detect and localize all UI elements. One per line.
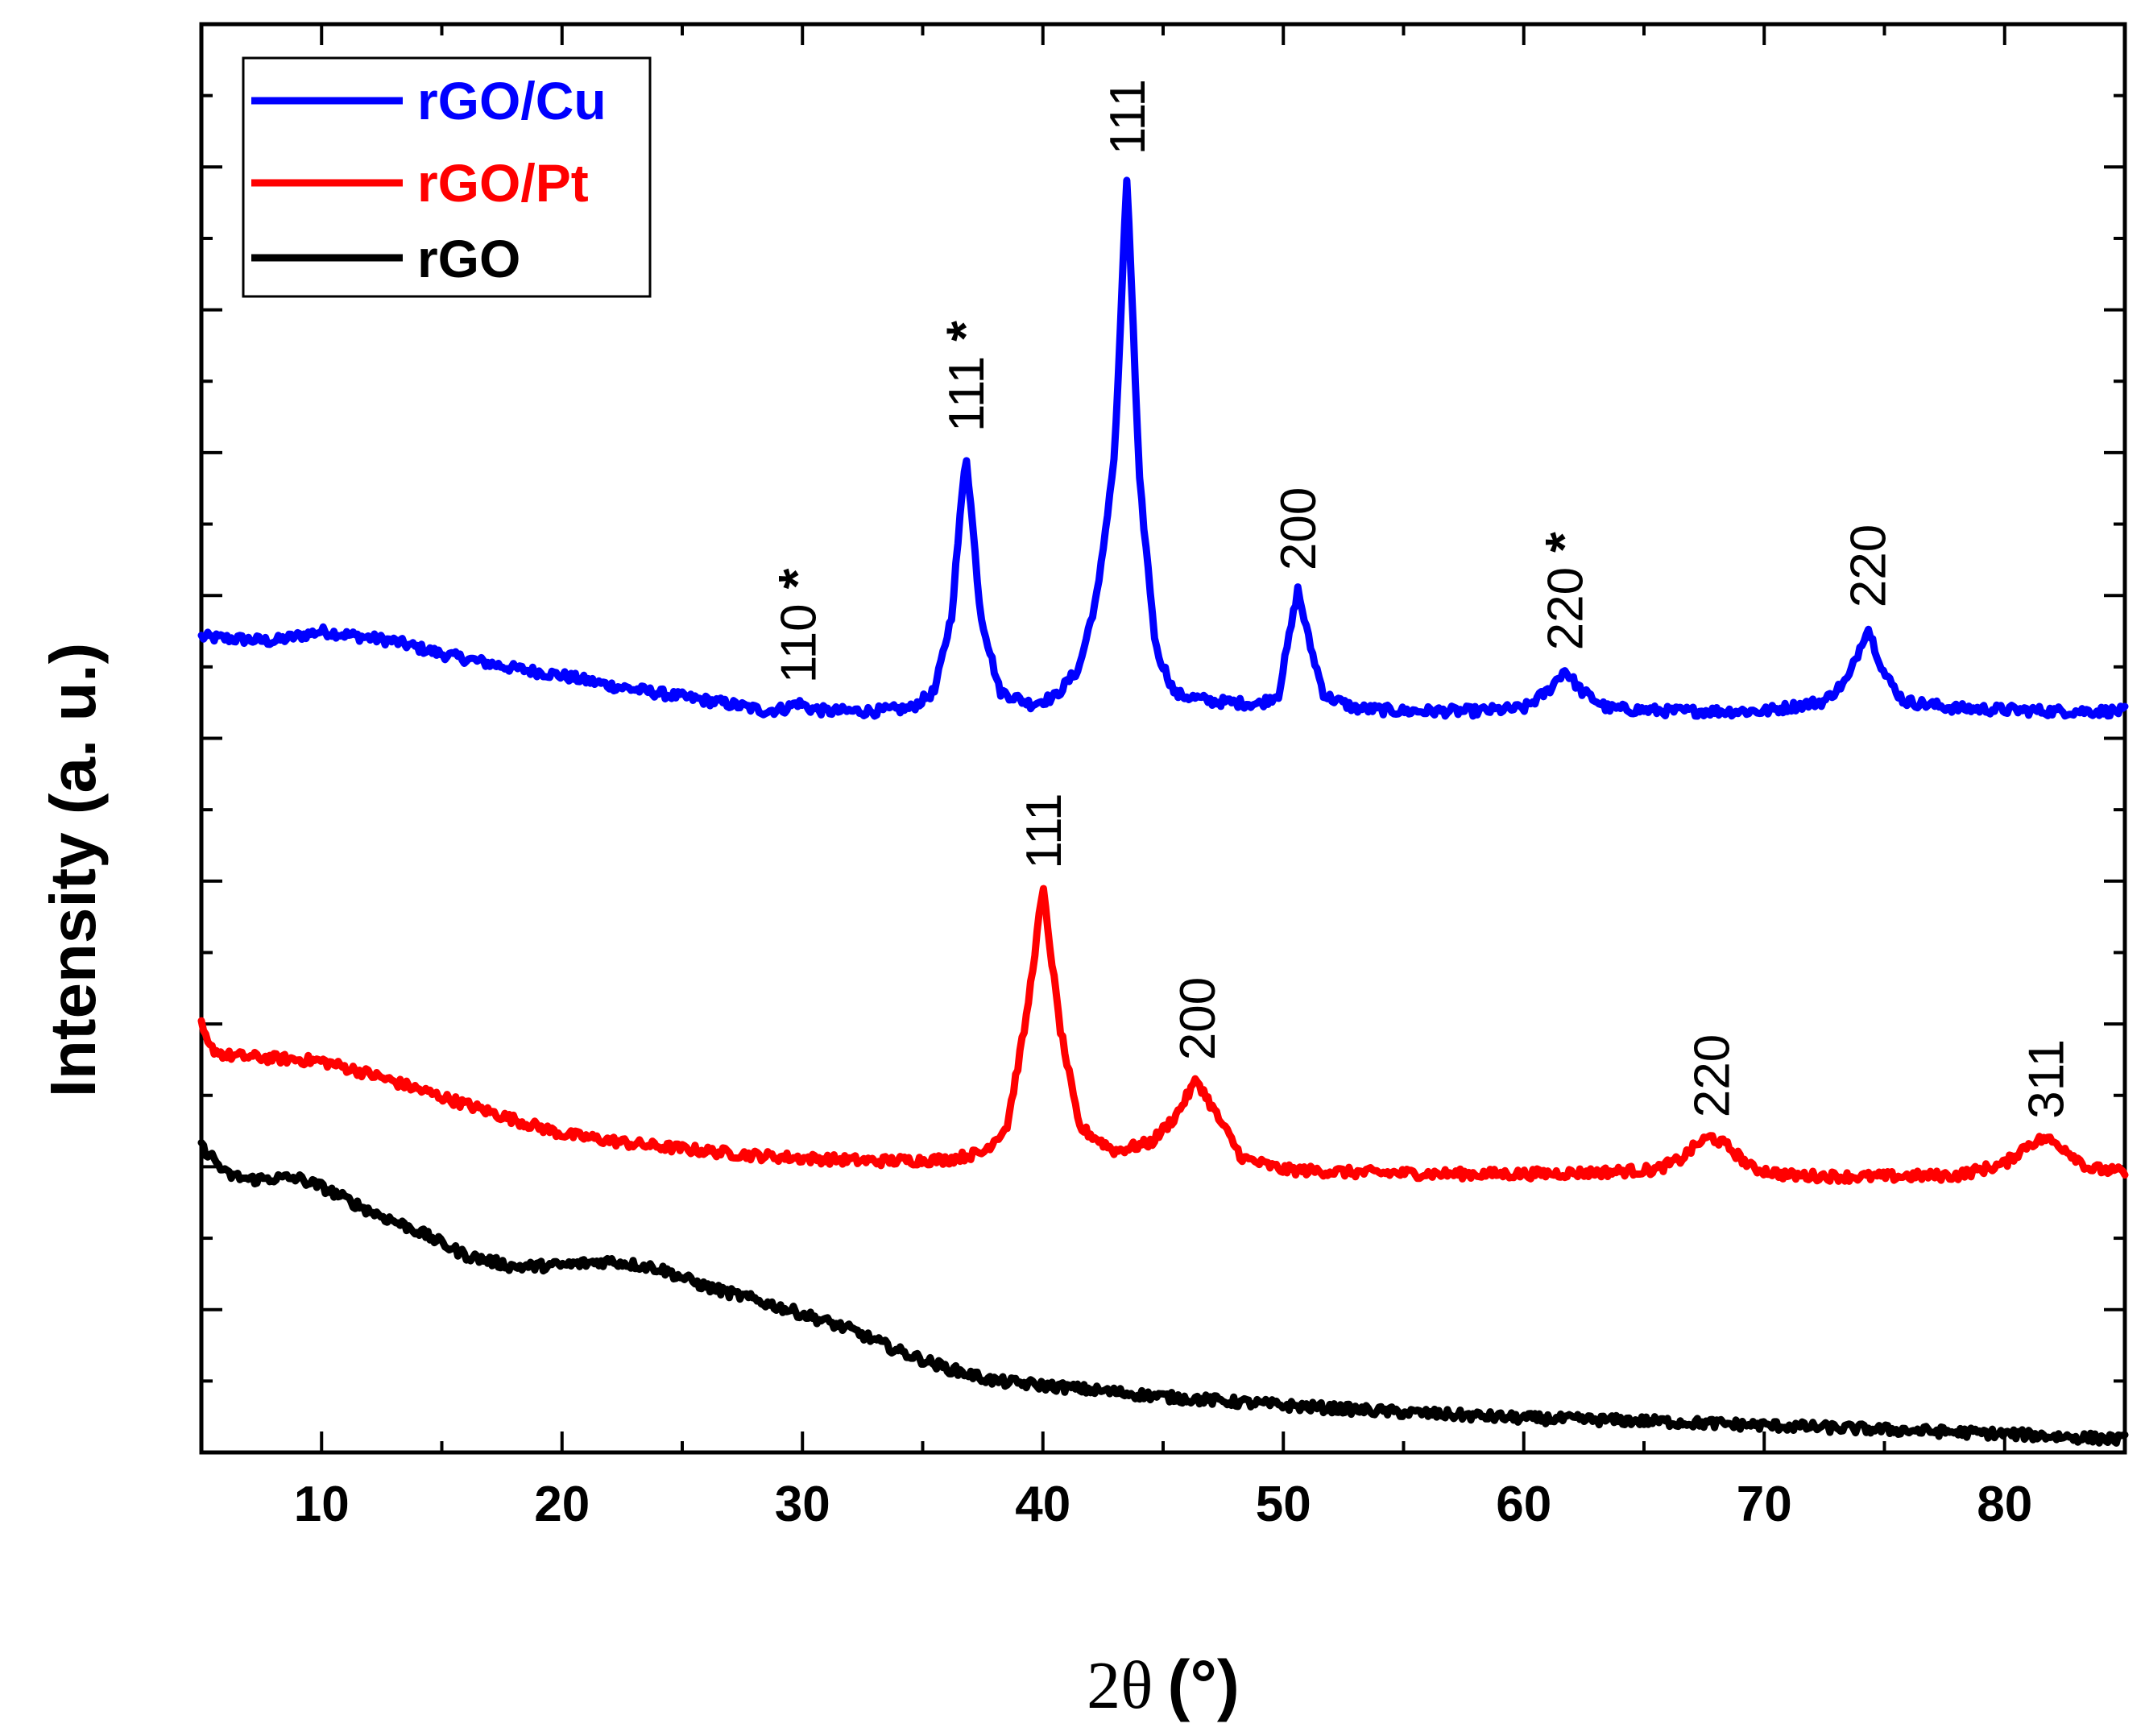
legend-label-rgo-cu: rGO/Cu <box>417 71 607 131</box>
series-layer <box>197 176 2129 1447</box>
legend: rGO/Cu rGO/Pt rGO <box>242 56 652 298</box>
peak-index: 111 <box>1100 79 1156 155</box>
peak-star-marker: * <box>1534 532 1594 553</box>
peak-index: 311 <box>2019 1039 2075 1119</box>
x-axis-title-unit: (°) <box>1167 1647 1240 1722</box>
peak-index: 220 <box>1685 1034 1741 1117</box>
legend-label-rgo: rGO <box>417 229 520 288</box>
peak-index: 200 <box>1170 977 1226 1060</box>
y-axis-title: Intensity (a. u.) <box>37 643 109 1098</box>
peak-label-rgo-cu-111-2: 111 <box>1100 79 1156 155</box>
peak-index: 200 <box>1271 487 1327 570</box>
x-tick-label-80: 80 <box>1977 1477 2032 1532</box>
peak-label-rgo-pt-220-8: 220 <box>1685 1034 1741 1117</box>
peak-star-marker: * <box>935 321 995 342</box>
x-axis-title: 2θ (°) <box>1087 1647 1240 1723</box>
x-axis-title-symbol: 2θ <box>1087 1648 1153 1723</box>
peak-index: 220 <box>1841 524 1897 607</box>
legend-label-rgo-pt: rGO/Pt <box>417 153 589 213</box>
x-tick-label-40: 40 <box>1015 1477 1070 1532</box>
peak-index: 111 <box>1017 793 1072 868</box>
peak-label-rgo-cu-200-3: 200 <box>1271 487 1327 570</box>
peak-label-rgo-pt-111-6: 111 <box>1017 793 1072 868</box>
series-line-rgo-pt <box>197 885 2129 1185</box>
peak-index: 111 <box>939 356 995 432</box>
x-tick-label-70: 70 <box>1737 1477 1792 1532</box>
peak-label-rgo-cu-220-4: 220 * <box>1534 532 1594 650</box>
peak-label-rgo-cu-111-1: 111 * <box>935 321 995 432</box>
x-tick-label-20: 20 <box>534 1477 590 1532</box>
peak-annotations: 110 * 111 * 111 200 220 * 220 111 200 220 311 <box>767 79 2074 1119</box>
peak-index: 220 <box>1538 567 1594 650</box>
axis-ticks: 10 20 30 40 50 60 70 80 <box>200 23 2126 1532</box>
peak-label-rgo-cu-110-0: 110 * <box>767 568 826 683</box>
series-line-rgo-cu <box>197 176 2129 720</box>
series-line-rgo <box>197 1138 2129 1447</box>
peak-index: 110 <box>771 603 826 683</box>
peak-label-rgo-pt-311-9: 311 <box>2019 1039 2075 1119</box>
peak-label-rgo-cu-220-5: 220 <box>1841 524 1897 607</box>
peak-star-marker: * <box>767 568 826 589</box>
x-tick-label-60: 60 <box>1496 1477 1551 1532</box>
peak-label-rgo-pt-200-7: 200 <box>1170 977 1226 1060</box>
x-tick-label-50: 50 <box>1256 1477 1311 1532</box>
x-tick-label-10: 10 <box>294 1477 350 1532</box>
x-tick-label-30: 30 <box>775 1477 830 1532</box>
